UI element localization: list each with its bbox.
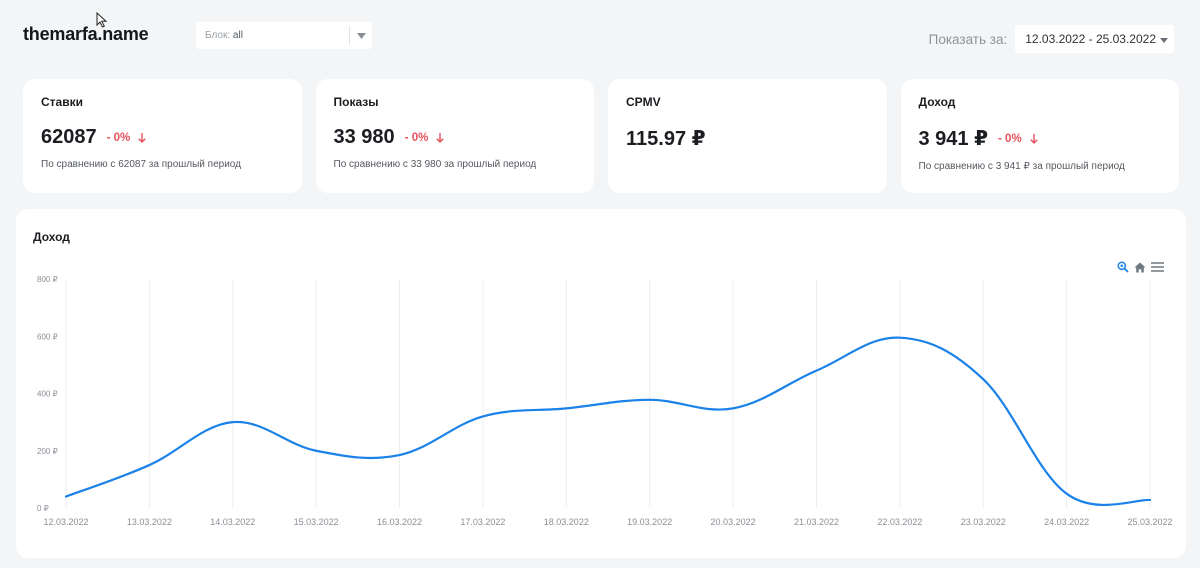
date-range-value: 12.03.2022 - 25.03.2022 — [1025, 32, 1156, 46]
card-impressions: Показы 33 980 - 0% По сравнению с 33 980… — [315, 79, 594, 193]
arrow-down-icon — [1029, 133, 1038, 144]
card-change: - 0% — [107, 132, 147, 144]
card-title: Показы — [333, 95, 379, 109]
x-tick-label: 24.03.2022 — [1044, 517, 1089, 527]
card-subtitle: По сравнению с 62087 за прошлый период — [41, 159, 241, 170]
card-title: Ставки — [41, 95, 83, 109]
block-select-value: all — [232, 30, 243, 41]
revenue-chart-panel: Доход 0 ₽ 200 ₽ 400 ₽ 600 ₽ 800 ₽ 12.03.2022… — [16, 209, 1186, 558]
card-change: - 0% — [998, 133, 1038, 145]
zoom-in-icon[interactable] — [1117, 261, 1129, 273]
chevron-down-icon[interactable] — [350, 32, 372, 39]
card-cpmv: CPMV 115.97 ₽ — [608, 79, 887, 193]
y-tick-label: 0 ₽ — [37, 504, 49, 513]
x-tick-label: 17.03.2022 — [460, 517, 505, 527]
card-subtitle: По сравнению с 3 941 ₽ за прошлый период — [918, 161, 1125, 172]
caret-down-icon — [1160, 32, 1168, 46]
logo[interactable]: themarfa.name — [23, 24, 149, 44]
card-value: 62087 — [41, 126, 97, 148]
change-value: - 0% — [106, 131, 131, 144]
block-select-text: Блок: all — [196, 30, 349, 41]
x-tick-label: 23.03.2022 — [961, 517, 1006, 527]
y-tick-label: 400 ₽ — [37, 390, 58, 399]
card-value: 3 941 ₽ — [918, 128, 989, 150]
home-icon[interactable] — [1134, 262, 1146, 273]
x-tick-label: 22.03.2022 — [877, 517, 922, 527]
x-tick-label: 19.03.2022 — [627, 517, 672, 527]
x-tick-label: 16.03.2022 — [377, 517, 422, 527]
x-tick-label: 25.03.2022 — [1127, 517, 1172, 527]
arrow-down-icon — [138, 132, 146, 143]
x-tick-label: 15.03.2022 — [294, 517, 339, 527]
mouse-cursor-icon — [96, 12, 108, 28]
arrow-down-icon — [436, 132, 445, 143]
stats-cards: Ставки 62087 - 0% По сравнению с 62087 з… — [23, 79, 1179, 193]
card-title: Доход — [918, 95, 956, 109]
x-tick-label: 18.03.2022 — [544, 517, 589, 527]
x-tick-label: 14.03.2022 — [210, 517, 255, 527]
menu-icon[interactable] — [1151, 262, 1164, 272]
select-divider — [349, 26, 350, 45]
y-tick-label: 200 ₽ — [37, 447, 58, 456]
block-select-label: Блок: — [205, 30, 231, 41]
y-tick-label: 800 ₽ — [37, 275, 58, 284]
card-title: CPMV — [626, 95, 661, 109]
card-change: - 0% — [405, 132, 445, 144]
series-line — [64, 336, 1152, 507]
card-value: 33 980 — [333, 126, 395, 148]
chart-toolbar — [1117, 261, 1164, 273]
card-revenue: Доход 3 941 ₽ - 0% По сравнению с 3 941 … — [900, 79, 1179, 193]
x-tick-label: 13.03.2022 — [127, 517, 172, 527]
x-tick-label: 20.03.2022 — [711, 517, 756, 527]
card-bids: Ставки 62087 - 0% По сравнению с 62087 з… — [23, 79, 302, 193]
change-value: - 0% — [404, 131, 429, 144]
chart-title: Доход — [33, 230, 70, 244]
change-value: - 0% — [998, 132, 1022, 145]
period-label: Показать за: — [928, 31, 1008, 47]
card-subtitle: По сравнению с 33 980 за прошлый период — [333, 159, 537, 170]
x-tick-label: 21.03.2022 — [794, 517, 839, 527]
y-tick-label: 600 ₽ — [37, 332, 58, 341]
revenue-line-chart: 0 ₽ 200 ₽ 400 ₽ 600 ₽ 800 ₽ 12.03.2022 13.03.… — [37, 275, 1173, 527]
x-tick-label: 12.03.2022 — [43, 517, 88, 527]
period-picker: Показать за: 12.03.2022 - 25.03.2022 — [929, 25, 1174, 53]
card-value: 115.97 ₽ — [626, 128, 706, 150]
block-select[interactable]: Блок: all — [196, 22, 372, 49]
date-range-select[interactable]: 12.03.2022 - 25.03.2022 — [1015, 25, 1174, 53]
